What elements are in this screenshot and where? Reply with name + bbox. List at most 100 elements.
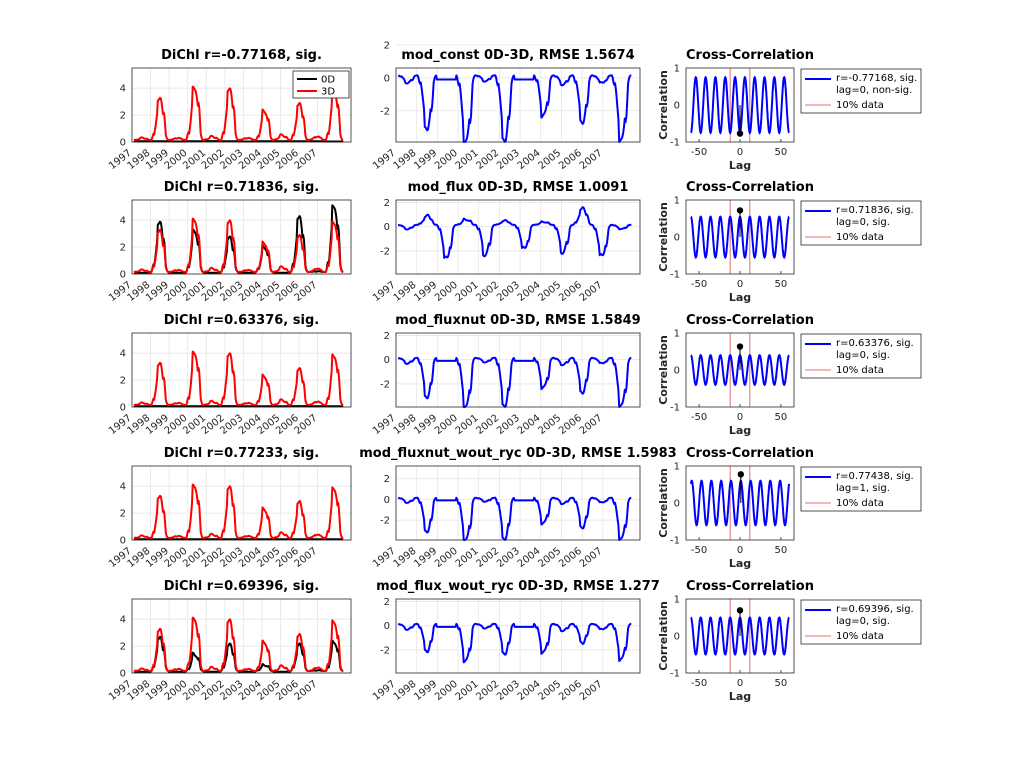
series-line-diff bbox=[397, 206, 632, 259]
legend-label: r=0.63376, sig. bbox=[836, 338, 914, 349]
x-tick-label: 50 bbox=[775, 279, 788, 290]
chart-title: DiChl r=-0.77168, sig. bbox=[161, 48, 322, 63]
chart-title: mod_flux 0D-3D, RMSE 1.0091 bbox=[408, 180, 629, 195]
legend-label: r=0.69396, sig. bbox=[836, 604, 914, 615]
x-tick-label: -50 bbox=[691, 412, 707, 423]
chart-panel: Cross-Correlation -50 0 50 -1 0 1 Lag Correlatio… bbox=[657, 579, 922, 703]
legend-label: r=0.71836, sig. bbox=[836, 205, 914, 216]
x-tick-label: 2000 bbox=[433, 413, 460, 437]
chart-title: Cross-Correlation bbox=[686, 48, 814, 63]
x-tick-label: 1997 bbox=[371, 546, 398, 570]
x-tick-label: 2002 bbox=[474, 148, 501, 172]
x-tick-label: 1998 bbox=[392, 280, 419, 304]
chart-title: DiChl r=0.63376, sig. bbox=[164, 313, 319, 328]
y-tick-label: 0 bbox=[120, 270, 126, 281]
y-tick-label: 1 bbox=[674, 595, 680, 606]
chart-title: Cross-Correlation bbox=[686, 180, 814, 195]
x-tick-label: 50 bbox=[775, 412, 788, 423]
plot-frame bbox=[395, 199, 641, 275]
series-line-diff bbox=[397, 496, 632, 541]
chart-panel: mod_flux_wout_ryc 0D-3D, RMSE 1.27719971… bbox=[371, 579, 660, 703]
y-tick-label: 2 bbox=[120, 376, 126, 387]
legend-label: 10% data bbox=[836, 631, 884, 642]
x-tick-label: 2002 bbox=[474, 413, 501, 437]
x-tick-label: 2004 bbox=[516, 280, 543, 304]
x-tick-label: 0 bbox=[737, 147, 743, 158]
legend-box bbox=[800, 200, 922, 246]
y-tick-label: 0 bbox=[384, 73, 390, 84]
chart-title: mod_fluxnut_wout_ryc 0D-3D, RMSE 1.5983 bbox=[359, 446, 676, 461]
x-tick-label: 1998 bbox=[392, 413, 419, 437]
y-tick-label: 2 bbox=[384, 474, 390, 485]
plot-frame bbox=[131, 67, 352, 143]
plot-frame bbox=[685, 332, 795, 408]
chart-title: DiChl r=0.69396, sig. bbox=[164, 579, 319, 594]
chart-panel: mod_fluxnut 0D-3D, RMSE 1.5849 1997199819… bbox=[371, 313, 641, 437]
x-tick-label: 2007 bbox=[578, 546, 605, 570]
series-line-3d bbox=[133, 85, 344, 141]
y-tick-label: 2 bbox=[120, 642, 126, 653]
x-tick-label: 2006 bbox=[557, 148, 584, 172]
chart-panel: mod_const 0D-3D, RMSE 1.5674 199719981999… bbox=[371, 40, 641, 172]
legend-label: 10% data bbox=[836, 365, 884, 376]
x-tick-label: 0 bbox=[737, 678, 743, 689]
y-tick-label: 4 bbox=[120, 482, 126, 493]
series-line-diff bbox=[397, 622, 632, 664]
y-axis-label: Correlation bbox=[657, 601, 670, 671]
y-axis-label: Correlation bbox=[657, 468, 670, 538]
series-line-3d bbox=[133, 217, 344, 273]
peak-marker bbox=[736, 207, 744, 214]
chart-title: mod_flux_wout_ryc 0D-3D, RMSE 1.277 bbox=[376, 579, 660, 594]
y-axis-label: Correlation bbox=[657, 202, 670, 272]
x-tick-label: -50 bbox=[691, 279, 707, 290]
y-tick-label: -1 bbox=[670, 138, 680, 149]
y-tick-label: 0 bbox=[384, 222, 390, 233]
legend-box bbox=[800, 599, 922, 645]
x-tick-label: 2007 bbox=[578, 679, 605, 703]
x-tick-label: 2003 bbox=[495, 280, 522, 304]
x-tick-label: 1998 bbox=[392, 546, 419, 570]
x-tick-label: 2003 bbox=[495, 679, 522, 703]
x-tick-label: 2007 bbox=[578, 148, 605, 172]
chart-title: mod_fluxnut 0D-3D, RMSE 1.5849 bbox=[395, 313, 640, 328]
chart-panel: Cross-Correlation -50 0 50 -1 0 1 Lag Correlatio… bbox=[657, 48, 922, 172]
y-axis-label: Correlation bbox=[657, 335, 670, 405]
xcorr-line bbox=[689, 479, 791, 527]
chart-title: Cross-Correlation bbox=[686, 579, 814, 594]
x-tick-label: 2003 bbox=[495, 546, 522, 570]
y-tick-label: -2 bbox=[380, 106, 390, 117]
chart-panel: Cross-Correlation -50 0 50 -1 0 1 Lag Correlatio… bbox=[657, 180, 922, 304]
x-tick-label: 50 bbox=[775, 545, 788, 556]
chart-panel: DiChl r=0.71836, sig.1997199819992000200… bbox=[107, 180, 352, 304]
peak-marker bbox=[736, 607, 744, 614]
legend-label: lag=0, non-sig. bbox=[836, 85, 912, 96]
plot-area bbox=[132, 466, 351, 540]
y-tick-label: 2 bbox=[120, 111, 126, 122]
y-tick-label: -1 bbox=[670, 270, 680, 281]
y-tick-label: 0 bbox=[674, 366, 680, 377]
x-tick-label: 0 bbox=[737, 545, 743, 556]
x-tick-label: 2002 bbox=[474, 679, 501, 703]
y-tick-label: 4 bbox=[120, 615, 126, 626]
x-tick-label: 50 bbox=[775, 678, 788, 689]
x-axis-label: Lag bbox=[729, 291, 751, 304]
y-tick-label: 1 bbox=[674, 329, 680, 340]
x-tick-label: 2005 bbox=[536, 679, 563, 703]
chart-panel: Cross-Correlation -50 0 50 -1 0 1 Lag Correlatio… bbox=[657, 446, 922, 570]
legend-label: lag=0, sig. bbox=[836, 217, 890, 228]
peak-marker bbox=[736, 343, 744, 350]
x-axis-label: Lag bbox=[729, 557, 751, 570]
y-tick-label: -2 bbox=[380, 516, 390, 527]
chart-title: Cross-Correlation bbox=[686, 446, 814, 461]
chart-panel: mod_flux 0D-3D, RMSE 1.00911997199819992… bbox=[371, 180, 641, 304]
x-tick-label: 2001 bbox=[454, 413, 481, 437]
x-tick-label: 2002 bbox=[474, 280, 501, 304]
series-line-diff bbox=[397, 356, 632, 408]
x-tick-label: 0 bbox=[737, 279, 743, 290]
legend-box bbox=[800, 466, 922, 512]
x-tick-label: 1999 bbox=[412, 679, 439, 703]
x-tick-label: 50 bbox=[775, 147, 788, 158]
plot-area bbox=[396, 599, 640, 673]
x-axis-label: Lag bbox=[729, 690, 751, 703]
